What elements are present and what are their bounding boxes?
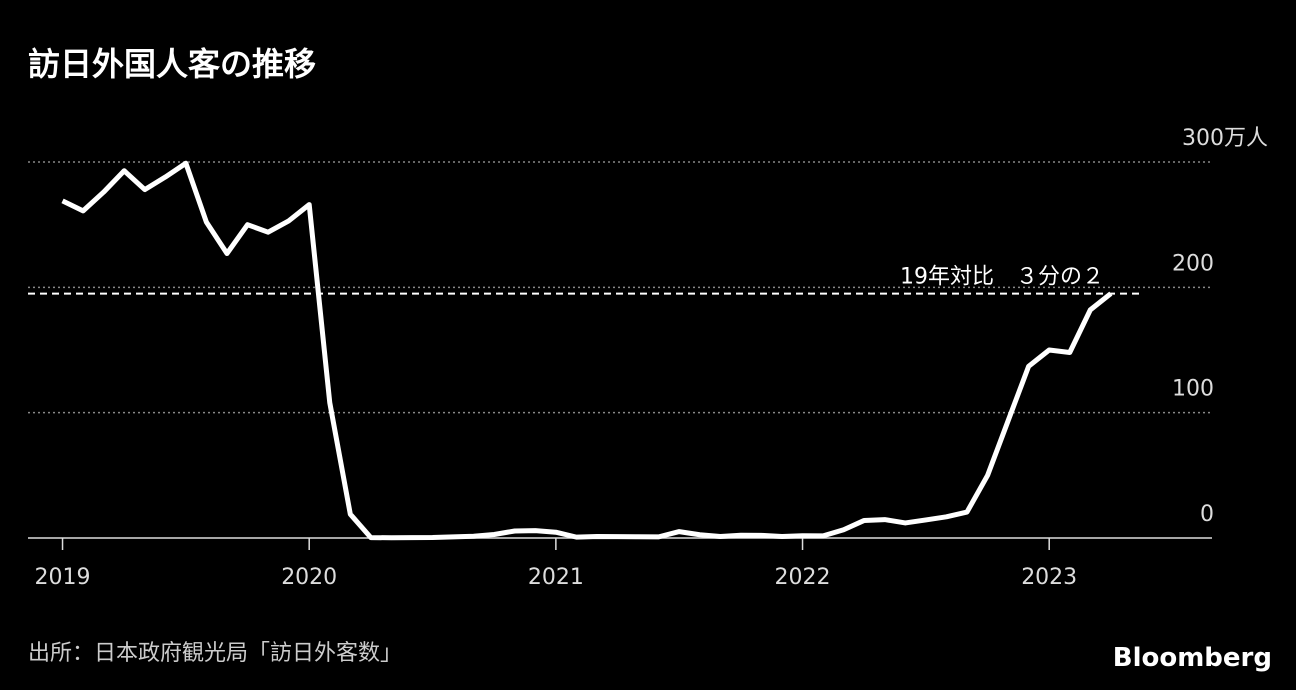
source: 出所：日本政府観光局「訪日外客数」 (28, 641, 402, 666)
reference-label: 19年対比 ３分の２ (900, 265, 1104, 290)
y-tick-label: 100 (1172, 377, 1214, 402)
x-tick-label: 2019 (35, 565, 91, 590)
brand: Bloomberg (1113, 643, 1272, 673)
line-series (61, 160, 1113, 541)
chart-title: 訪日外国人客の推移 (28, 45, 316, 83)
y-tick-label: 200 (1172, 251, 1214, 276)
x-tick-label: 2022 (775, 565, 831, 590)
x-tick-label: 2023 (1021, 565, 1077, 590)
y-tick-label: 300万人 (1182, 126, 1268, 151)
x-tick-label: 2021 (528, 565, 584, 590)
x-tick-label: 2020 (281, 565, 337, 590)
y-tick-label: 0 (1200, 502, 1214, 527)
